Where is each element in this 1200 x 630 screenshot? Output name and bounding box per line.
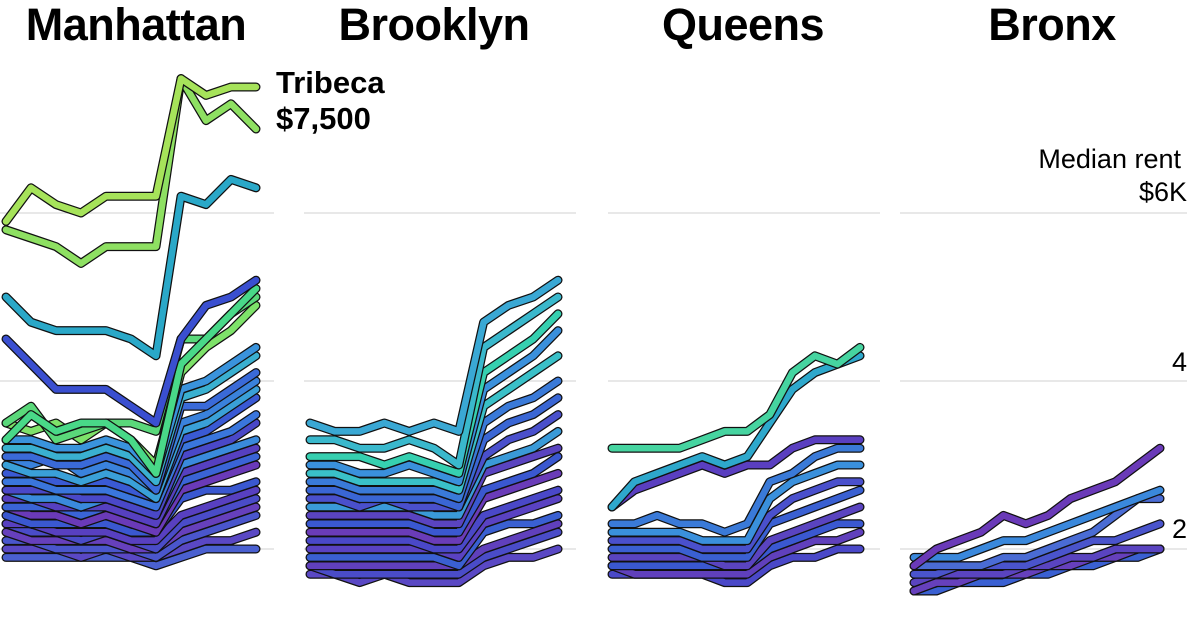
series-line-manhattan-3 [2,276,260,427]
y-axis-title: Median rent [1038,144,1181,174]
series-line-bronx-0 [910,444,1164,570]
y-tick-label-2: 2 [1172,514,1187,544]
series-line-manhattan-4 [2,285,260,477]
series-line-manhattan-2 [2,176,260,360]
series-line-manhattan-0 [2,75,260,225]
series-line-brooklyn-15 [306,520,562,570]
series-line-manhattan-11 [2,386,260,502]
series-line-queens-7 [608,503,864,570]
series-line-manhattan-12 [2,394,260,502]
series-line-brooklyn-2 [306,310,562,477]
series-line-brooklyn-10 [306,453,562,536]
series-line-brooklyn-5 [306,377,562,502]
series-line-manhattan-16 [2,444,260,528]
series-line-brooklyn-14 [306,512,562,570]
series-line-manhattan-19 [2,478,260,536]
series-line-brooklyn-16 [306,528,562,578]
series-line-brooklyn-4 [306,352,562,494]
series-line-queens-1 [608,352,864,511]
series-line-bronx-2 [910,495,1164,570]
series-line-manhattan-7 [2,344,260,477]
series-line-brooklyn-1 [306,293,562,469]
series-line-brooklyn-9 [306,444,562,528]
series-lines [1,74,1165,596]
panel-title-brooklyn: Brooklyn [338,0,529,50]
series-line-brooklyn-17 [306,545,562,586]
series-line-queens-9 [608,528,864,578]
series-line-manhattan-9 [2,369,260,494]
panel-manhattan-lines [1,74,261,571]
series-line-bronx-1 [910,486,1164,561]
series-line-queens-3 [608,444,864,536]
series-line-manhattan-8 [2,352,260,486]
panel-title-bronx: Bronx [988,0,1116,50]
series-line-queens-6 [608,486,864,561]
panel-bronx-lines [909,443,1165,596]
series-line-brooklyn-3 [306,327,562,486]
series-line-brooklyn-0 [306,276,562,435]
series-line-manhattan-1 [2,75,260,267]
panel-brooklyn-lines [305,275,563,588]
series-line-queens-5 [608,478,864,553]
series-line-brooklyn-6 [306,394,562,511]
callout-name: Tribeca [276,65,385,100]
series-line-brooklyn-11 [306,470,562,544]
y-tick-label-4: 4 [1172,347,1187,377]
series-line-manhattan-20 [2,486,260,544]
labels: Manhattan Brooklyn Queens Bronx Tribeca … [26,0,1187,544]
callout-value: $7,500 [276,101,371,136]
series-line-manhattan-22 [2,503,260,553]
panel-title-manhattan: Manhattan [26,0,247,50]
series-outline-manhattan-1 [1,74,261,268]
series-line-queens-2 [608,436,864,511]
series-line-manhattan-18 [2,461,260,536]
series-line-queens-0 [608,344,864,452]
series-line-brooklyn-12 [306,486,562,553]
y-tick-label-6: $6K [1139,177,1187,207]
panel-title-queens: Queens [662,0,824,50]
panel-queens-lines [607,342,865,588]
series-line-queens-4 [608,461,864,544]
series-line-manhattan-13 [2,411,260,511]
series-line-brooklyn-7 [306,411,562,511]
